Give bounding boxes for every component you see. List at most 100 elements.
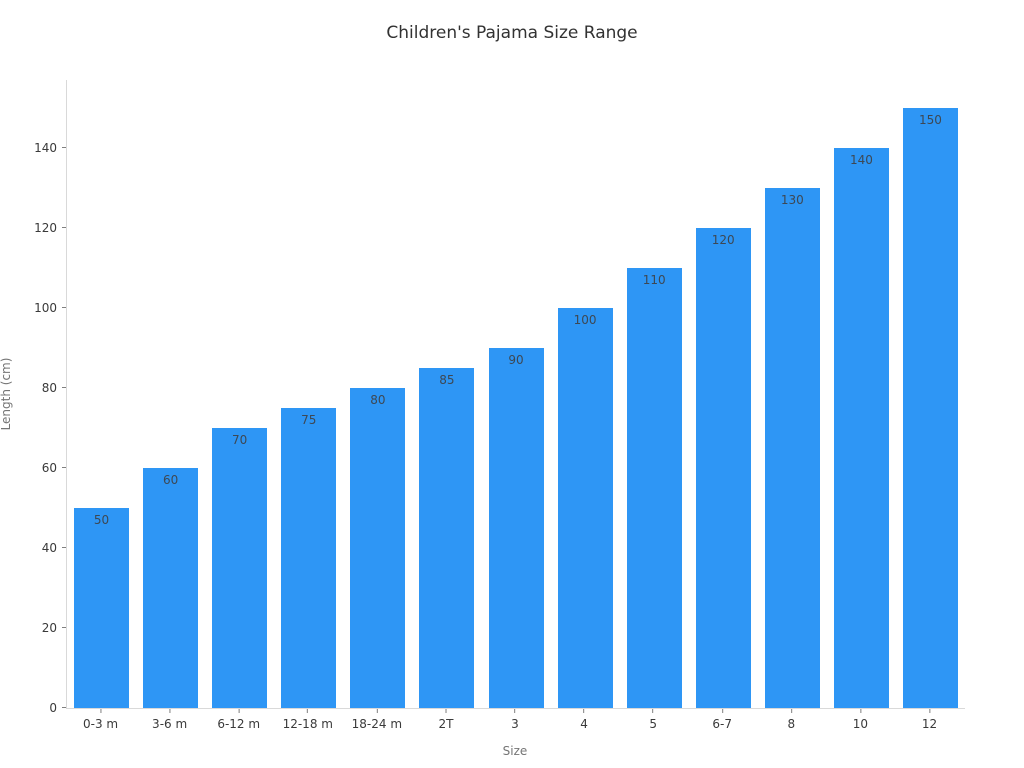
y-tick-mark (62, 707, 66, 708)
bar-value-label: 150 (919, 113, 942, 127)
y-tick-mark (62, 147, 66, 148)
x-tick-mark (169, 709, 171, 713)
x-tick-label: 12-18 m (282, 717, 333, 731)
y-tick-label: 120 (34, 221, 57, 235)
bar: 70 (212, 428, 268, 708)
x-tick: 3-6 m (152, 709, 187, 731)
x-tick-label: 10 (852, 717, 869, 731)
x-tick-mark (307, 709, 309, 713)
x-tick-label: 0-3 m (82, 717, 119, 731)
chart-title: Children's Pajama Size Range (386, 23, 638, 43)
plot-area: 50 60 70 75 80 85 90 100 110 120 130 140 150 (66, 80, 965, 709)
x-tick: 6-12 m (217, 709, 260, 731)
x-tick: 5 (649, 709, 657, 731)
y-tick-mark (62, 467, 66, 468)
y-axis: 0 20 40 60 80 100 120 140 (0, 80, 66, 714)
bar-value-label: 80 (370, 393, 386, 407)
bar-slot: 130 (758, 80, 827, 708)
y-tick-label: 0 (49, 701, 57, 715)
bar: 140 (833, 148, 889, 708)
x-tick-mark (100, 709, 102, 713)
x-tick-label: 4 (580, 717, 588, 731)
x-axis-label: Size (502, 744, 528, 758)
x-axis: 0-3 m 3-6 m 6-12 m 12-18 m 18-24 m 2T 3 4 5 6-7 8 1… (66, 709, 964, 749)
x-tick-label: 6-7 (712, 717, 733, 731)
bar: 110 (626, 268, 682, 708)
x-tick: 18-24 m (352, 709, 402, 731)
bar: 130 (764, 188, 820, 708)
bar-slot: 110 (620, 80, 689, 708)
x-tick: 6-7 (712, 709, 732, 731)
bar-value-label: 75 (301, 413, 317, 427)
bar: 120 (695, 228, 751, 708)
bar: 85 (419, 368, 475, 708)
bar: 50 (74, 508, 130, 708)
x-tick-label: 3 (511, 717, 519, 731)
x-tick: 10 (853, 709, 868, 731)
x-tick-mark (445, 709, 447, 713)
bar-value-label: 70 (232, 433, 248, 447)
bar-slot: 50 (67, 80, 136, 708)
y-tick-label: 40 (41, 541, 57, 555)
y-tick-label: 140 (34, 141, 57, 155)
x-tick-mark (928, 709, 930, 713)
bar: 100 (557, 308, 613, 708)
bar-slot: 60 (136, 80, 205, 708)
y-tick-label: 100 (34, 301, 57, 315)
x-tick-mark (790, 709, 792, 713)
x-tick-mark (652, 709, 654, 713)
bar-value-label: 120 (711, 233, 735, 247)
x-tick: 12 (922, 709, 937, 731)
bar: 60 (143, 468, 199, 708)
y-tick-label: 60 (41, 461, 57, 475)
y-tick-mark (62, 307, 66, 308)
bar-slot: 140 (827, 80, 896, 708)
y-axis-label: Length (cm) (0, 357, 13, 431)
x-tick-label: 6-12 m (217, 717, 261, 731)
y-tick-mark (62, 227, 66, 228)
y-tick-mark (62, 627, 66, 628)
bar-value-label: 85 (439, 373, 455, 387)
x-tick: 2T (438, 709, 453, 731)
bar-value-label: 60 (162, 473, 179, 487)
bar-value-label: 90 (508, 353, 524, 367)
y-tick-mark (62, 387, 66, 388)
bar-slot: 80 (343, 80, 412, 708)
x-tick-mark (859, 709, 861, 713)
bar-slot: 70 (205, 80, 274, 708)
bar-slot: 85 (412, 80, 481, 708)
x-tick-mark (376, 709, 378, 713)
y-tick-label: 80 (41, 381, 57, 395)
bar: 75 (281, 408, 337, 708)
bar-value-label: 50 (93, 513, 110, 527)
x-tick-label: 12 (921, 717, 938, 731)
x-tick-label: 3-6 m (152, 717, 188, 731)
bar-value-label: 110 (642, 273, 666, 287)
bar-slot: 90 (481, 80, 550, 708)
y-tick-mark (62, 547, 66, 548)
bar-slot: 75 (274, 80, 343, 708)
x-tick-mark (721, 709, 723, 713)
y-tick-label: 20 (41, 621, 57, 635)
bar: 90 (488, 348, 544, 708)
bar-slot: 150 (896, 80, 965, 708)
x-tick-label: 2T (438, 717, 454, 731)
bar: 150 (902, 108, 958, 708)
bar-value-label: 130 (780, 193, 804, 207)
x-tick-mark (514, 709, 516, 713)
x-tick-label: 8 (787, 717, 796, 731)
x-tick: 8 (787, 709, 795, 731)
bar: 80 (350, 388, 406, 708)
x-tick: 0-3 m (83, 709, 118, 731)
x-tick-label: 18-24 m (351, 717, 403, 731)
x-tick: 3 (511, 709, 519, 731)
x-tick-label: 5 (649, 717, 657, 731)
x-tick-mark (583, 709, 585, 713)
bar-value-label: 140 (849, 153, 873, 167)
bar-slot: 100 (551, 80, 620, 708)
bar-slot: 120 (689, 80, 758, 708)
bar-value-label: 100 (573, 313, 597, 327)
x-tick-mark (238, 709, 240, 713)
x-tick: 4 (580, 709, 588, 731)
